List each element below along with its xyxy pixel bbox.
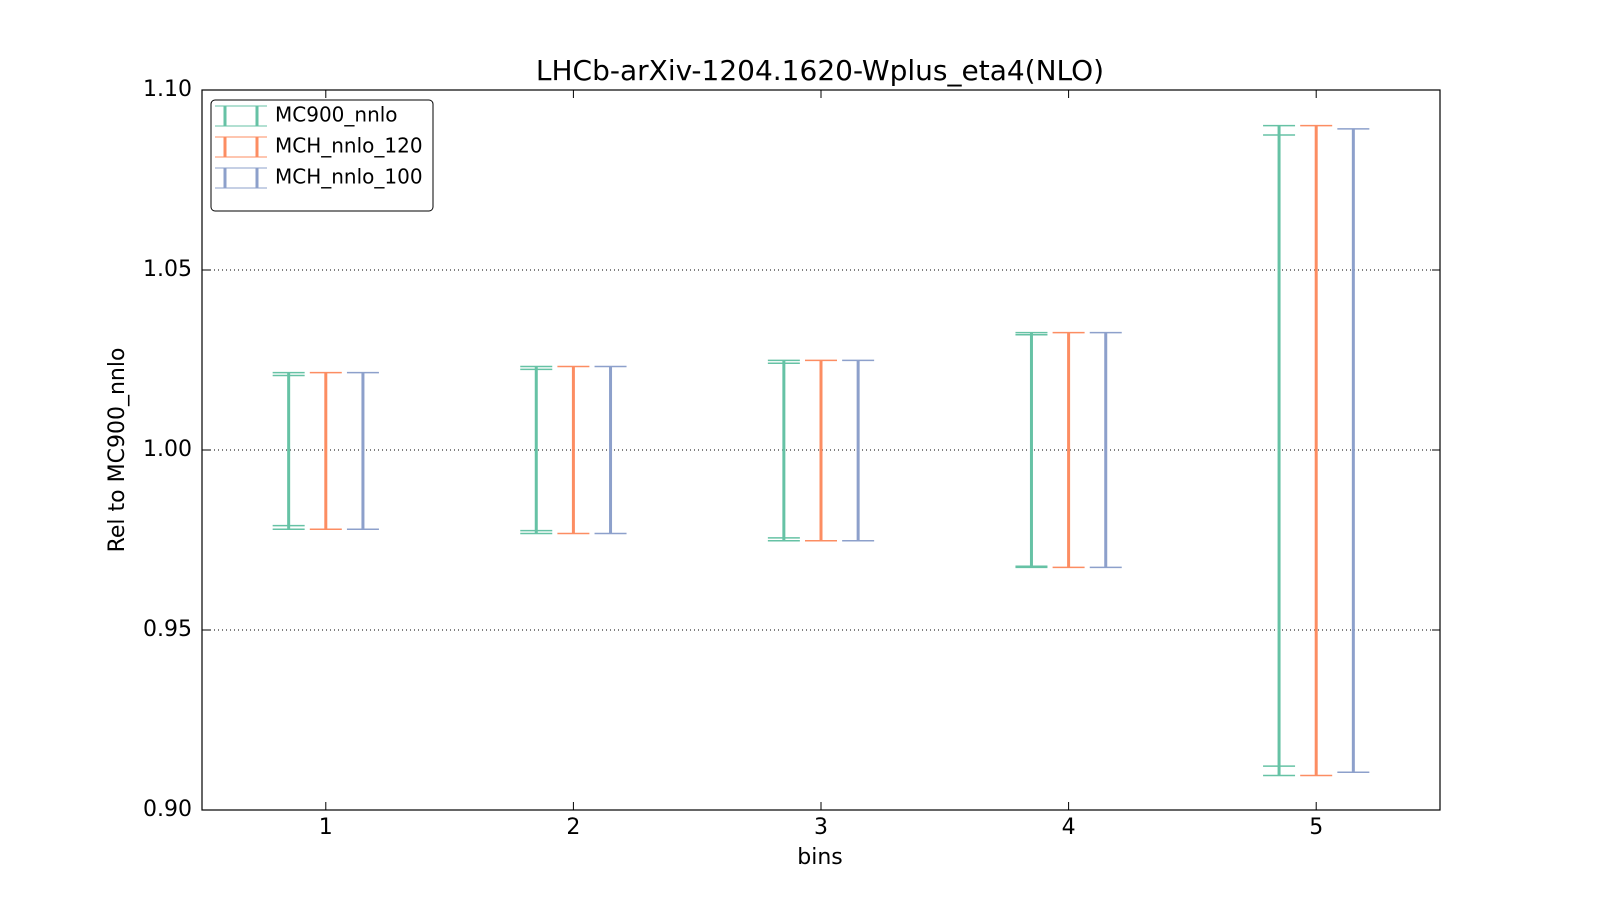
legend-handle: [215, 105, 267, 127]
y-tick-label: 1.05: [143, 257, 192, 282]
legend-box: [210, 99, 434, 212]
x-tick-label: 3: [814, 815, 828, 840]
legend-label: MCH_nnlo_120: [275, 134, 423, 158]
legend-label: MCH_nnlo_100: [275, 165, 423, 189]
error-bar: [767, 359, 800, 542]
error-bar: [1015, 331, 1048, 569]
error-bar: [1300, 124, 1333, 777]
x-tick-label: 5: [1309, 815, 1323, 840]
error-bar: [805, 359, 837, 542]
x-axis-label: bins: [797, 845, 842, 870]
chart-title: LHCb-arXiv-1204.1620-Wplus_eta4(NLO): [536, 54, 1104, 87]
error-bar: [842, 359, 875, 542]
error-bar: [594, 365, 627, 535]
y-tick-label: 1.10: [143, 77, 192, 102]
inner-error-bar: [520, 368, 553, 532]
y-axis-label: Rel to MC900_nnlo: [105, 348, 130, 553]
error-bar: [557, 365, 590, 535]
inner-error-bar: [1015, 334, 1048, 568]
legend-handle: [215, 167, 267, 189]
x-tick-label: 1: [319, 815, 333, 840]
inner-error-bar: [1263, 134, 1296, 767]
y-tick-label: 0.95: [143, 617, 192, 642]
legend-handle: [215, 136, 267, 158]
y-tick-label: 0.90: [143, 797, 192, 822]
error-bar: [1337, 128, 1370, 773]
error-bar: [1052, 331, 1085, 569]
error-bar: [1089, 331, 1122, 569]
plot-frame: [201, 89, 1441, 811]
y-tick-label: 1.00: [143, 437, 192, 462]
error-bar: [346, 371, 379, 530]
x-tick-label: 2: [566, 815, 580, 840]
inner-error-bar: [767, 362, 800, 539]
error-bar: [520, 365, 553, 535]
error-bar: [272, 371, 305, 530]
error-bar: [309, 371, 342, 530]
inner-error-bar: [272, 374, 305, 527]
legend-label: MC900_nnlo: [275, 103, 398, 127]
x-tick-label: 4: [1062, 815, 1076, 840]
error-bar: [1263, 124, 1296, 777]
